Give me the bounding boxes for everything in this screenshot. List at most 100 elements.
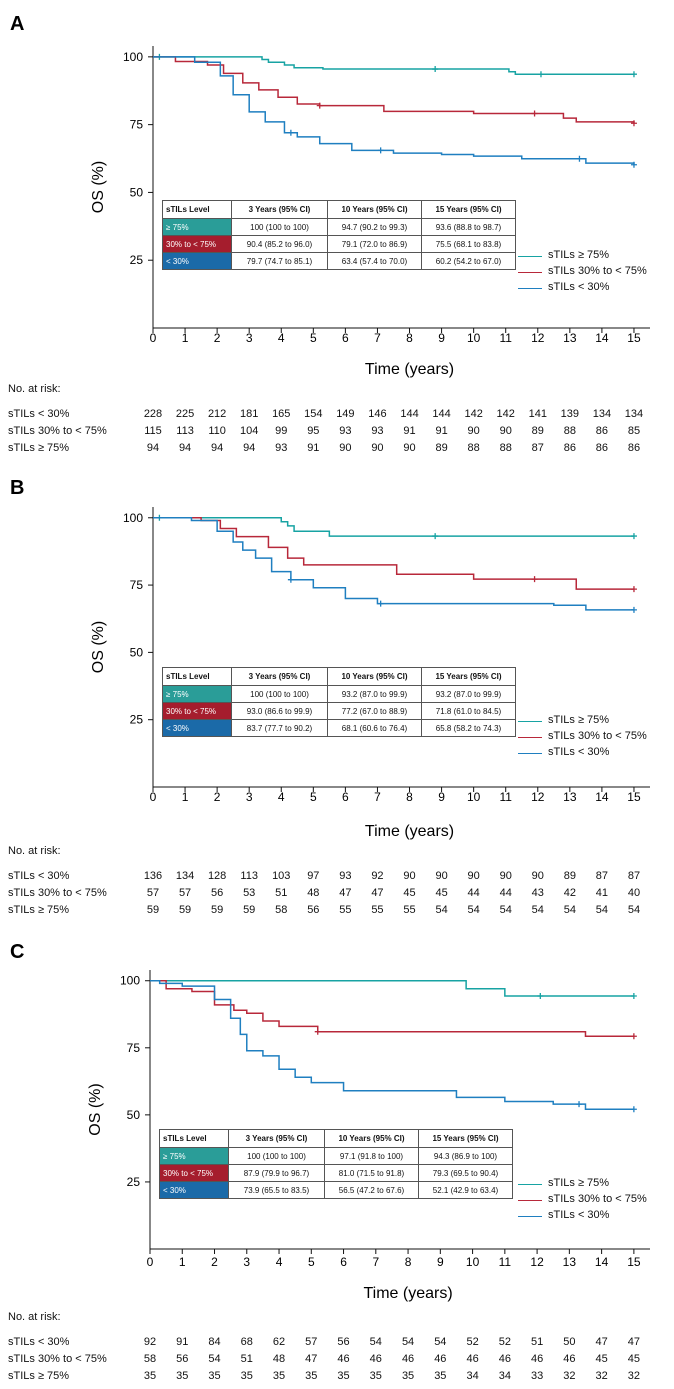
- risk-count: 45: [403, 887, 416, 899]
- x-tick-label: 8: [406, 331, 413, 345]
- risk-count: 92: [371, 870, 384, 882]
- risk-count: 54: [434, 1336, 447, 1348]
- table-header-cell: 3 Years (95% CI): [231, 200, 328, 219]
- risk-count: 50: [563, 1336, 576, 1348]
- risk-count: 104: [240, 425, 259, 437]
- x-tick-label: 7: [372, 1255, 379, 1269]
- table-header-cell: sTILs Level: [162, 667, 232, 686]
- risk-count: 35: [434, 1370, 447, 1382]
- x-tick-label: 3: [243, 1255, 250, 1269]
- x-tick-label: 4: [276, 1255, 283, 1269]
- legend-label: sTILs < 30%: [548, 1209, 610, 1221]
- risk-count: 43: [531, 887, 544, 899]
- y-tick-label: 25: [130, 253, 144, 267]
- legend-swatch: [518, 272, 542, 273]
- risk-count: 53: [243, 887, 256, 899]
- table-row: ≥ 75% 100 (100 to 100) 94.7 (90.2 to 99.3)…: [162, 218, 516, 236]
- legend-label: sTILs ≥ 75%: [548, 714, 610, 726]
- risk-count: 54: [435, 904, 448, 916]
- risk-count: 228: [143, 408, 163, 420]
- x-tick-label: 9: [437, 1255, 444, 1269]
- risk-count: 89: [435, 442, 448, 454]
- legend-label: sTILs < 30%: [548, 281, 610, 293]
- risk-row-label: sTILs ≥ 75%: [8, 1370, 70, 1382]
- x-tick-label: 9: [438, 331, 445, 345]
- risk-count: 212: [207, 408, 227, 420]
- table-cell: < 30%: [162, 719, 232, 737]
- risk-count: 154: [304, 408, 323, 420]
- table-cell: 93.2 (87.0 to 99.9): [327, 685, 422, 703]
- censor-mark: [377, 600, 384, 607]
- table-cell: 100 (100 to 100): [231, 218, 328, 236]
- table-cell: 65.8 (58.2 to 74.3): [421, 719, 516, 737]
- risk-row: sTILs 30% to < 75% 57 57 56 53 51 48 47 47 45 45 44…: [0, 887, 674, 903]
- risk-row-label: sTILs ≥ 75%: [8, 904, 70, 916]
- x-tick-label: 6: [342, 331, 349, 345]
- risk-count: 46: [369, 1353, 382, 1365]
- y-tick-label: 75: [130, 578, 144, 592]
- table-header-cell: 3 Years (95% CI): [231, 667, 328, 686]
- table-header-cell: 10 Years (95% CI): [327, 667, 422, 686]
- x-tick-label: 3: [246, 790, 253, 804]
- censor-mark: [630, 161, 637, 168]
- risk-count: 54: [595, 904, 609, 916]
- y-tick-label: 100: [123, 50, 143, 64]
- risk-count: 90: [499, 425, 512, 437]
- y-axis-title: OS (%): [87, 1083, 104, 1135]
- table-row: ≥ 75% 100 (100 to 100) 97.1 (91.8 to 100) 9…: [159, 1147, 513, 1165]
- risk-count: 142: [464, 408, 483, 420]
- risk-count: 110: [208, 425, 226, 437]
- x-tick-label: 13: [563, 790, 577, 804]
- table-cell: 81.0 (71.5 to 91.8): [324, 1164, 419, 1182]
- risk-count: 95: [307, 425, 320, 437]
- x-tick-label: 11: [499, 790, 512, 804]
- risk-count: 149: [336, 408, 355, 420]
- table-cell: 73.9 (65.5 to 83.5): [228, 1181, 325, 1199]
- risk-count: 47: [595, 1336, 608, 1348]
- risk-count: 45: [435, 887, 448, 899]
- x-tick-label: 2: [214, 790, 221, 804]
- risk-count: 88: [467, 442, 480, 454]
- survival-table: sTILs Level 3 Years (95% CI) 10 Years (95%…: [162, 200, 516, 270]
- x-tick-label: 0: [150, 331, 157, 345]
- censor-mark: [287, 129, 294, 136]
- risk-count: 44: [467, 887, 480, 899]
- risk-count: 33: [530, 1370, 544, 1382]
- risk-count: 94: [178, 442, 192, 454]
- table-cell: 68.1 (60.6 to 76.4): [327, 719, 422, 737]
- risk-count: 34: [498, 1370, 511, 1382]
- censor-mark: [630, 71, 637, 78]
- censor-mark: [287, 576, 294, 583]
- censor-mark: [576, 155, 583, 162]
- y-axis-title: OS (%): [90, 621, 107, 673]
- risk-count: 68: [240, 1336, 253, 1348]
- x-tick-label: 5: [310, 331, 317, 345]
- risk-row-label: sTILs < 30%: [8, 408, 70, 420]
- risk-count: 225: [175, 408, 195, 420]
- survival-table: sTILs Level 3 Years (95% CI) 10 Years (95%…: [159, 1129, 513, 1199]
- risk-count: 48: [307, 887, 320, 899]
- risk-count: 94: [146, 442, 160, 454]
- x-tick-label: 12: [530, 1255, 544, 1269]
- series-line-high: [153, 56, 634, 75]
- series-line-high: [150, 979, 634, 997]
- x-tick-label: 12: [531, 790, 545, 804]
- table-cell: 30% to < 75%: [162, 235, 232, 253]
- risk-count: 134: [175, 870, 195, 882]
- risk-count: 86: [595, 442, 609, 454]
- risk-count: 51: [240, 1353, 253, 1365]
- risk-count: 35: [401, 1370, 415, 1382]
- risk-count: 59: [211, 904, 224, 916]
- table-cell: 94.3 (86.9 to 100): [418, 1147, 513, 1165]
- censor-mark: [630, 1033, 637, 1040]
- table-cell: 93.2 (87.0 to 99.9): [421, 685, 516, 703]
- censor-mark: [630, 533, 637, 540]
- table-cell: 79.7 (74.7 to 85.1): [231, 252, 328, 270]
- risk-row-label: sTILs 30% to < 75%: [8, 887, 107, 899]
- risk-count: 57: [146, 887, 160, 899]
- risk-count: 86: [563, 442, 576, 454]
- legend-swatch: [518, 1200, 542, 1201]
- risk-count: 62: [272, 1336, 286, 1348]
- risk-count: 35: [369, 1370, 382, 1382]
